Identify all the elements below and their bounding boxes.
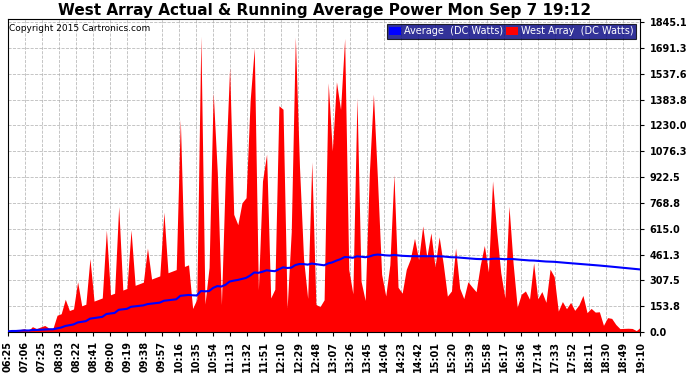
Legend: Average  (DC Watts), West Array  (DC Watts): Average (DC Watts), West Array (DC Watts…	[387, 24, 635, 39]
Text: Copyright 2015 Cartronics.com: Copyright 2015 Cartronics.com	[9, 24, 150, 33]
Title: West Array Actual & Running Average Power Mon Sep 7 19:12: West Array Actual & Running Average Powe…	[57, 3, 591, 18]
